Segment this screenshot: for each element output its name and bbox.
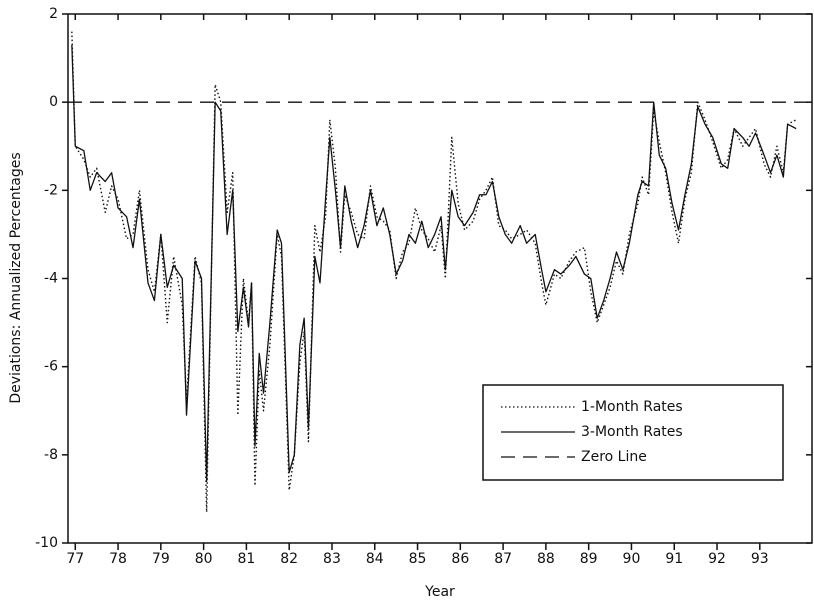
- x-tick-label: 83: [323, 551, 341, 567]
- x-tick-label: 89: [580, 551, 598, 567]
- legend-label: Zero Line: [581, 449, 647, 465]
- y-tick-label: -10: [35, 535, 58, 551]
- x-tick-label: 88: [537, 551, 555, 567]
- legend-label: 1-Month Rates: [581, 399, 683, 415]
- x-tick-label: 79: [152, 551, 170, 567]
- x-tick-label: 77: [66, 551, 84, 567]
- x-tick-label: 90: [623, 551, 641, 567]
- legend-label: 3-Month Rates: [581, 424, 683, 440]
- x-tick-label: 80: [195, 551, 213, 567]
- x-tick-label: 85: [409, 551, 427, 567]
- x-tick-label: 82: [280, 551, 298, 567]
- y-tick-label: 2: [49, 6, 58, 22]
- y-tick-label: -2: [44, 182, 58, 198]
- x-tick-label: 78: [109, 551, 127, 567]
- x-tick-label: 92: [708, 551, 726, 567]
- x-tick-label: 86: [451, 551, 469, 567]
- x-tick-label: 91: [665, 551, 683, 567]
- y-tick-label: -6: [44, 359, 58, 375]
- y-tick-label: -8: [44, 447, 58, 463]
- x-tick-label: 81: [237, 551, 255, 567]
- x-axis-label: Year: [424, 584, 455, 600]
- y-tick-label: 0: [49, 94, 58, 110]
- series-line: [71, 44, 797, 482]
- y-axis-label: Deviations: Annualized Percentages: [8, 152, 24, 403]
- x-tick-label: 87: [494, 551, 512, 567]
- y-tick-label: -4: [44, 271, 58, 287]
- x-tick-label: 93: [751, 551, 769, 567]
- x-tick-label: 84: [366, 551, 384, 567]
